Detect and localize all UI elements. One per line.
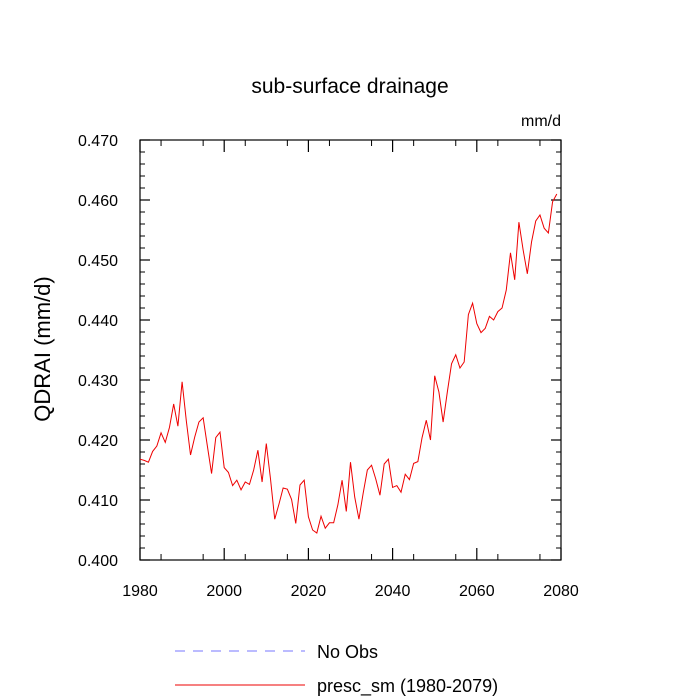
chart-title: sub-surface drainage (251, 75, 448, 98)
x-tick-label: 1980 (122, 583, 158, 600)
x-tick-label: 2020 (291, 583, 327, 600)
x-tick-label: 2000 (206, 583, 242, 600)
y-tick-label: 0.460 (78, 193, 118, 210)
legend-label-no-obs: No Obs (317, 642, 378, 662)
x-tick-label: 2060 (459, 583, 495, 600)
y-tick-label: 0.450 (78, 253, 118, 270)
plot-area: 1980 2000 2020 2040 2060 2080 0.400 0.410 0.420 0… (78, 133, 579, 600)
legend: No Obs presc_sm (1980-2079) (175, 642, 498, 697)
y-tick-label: 0.470 (78, 133, 118, 150)
y-tick-label: 0.430 (78, 373, 118, 390)
y-axis-label: QDRAI (mm/d) (30, 276, 55, 421)
x-tick-label: 2040 (375, 583, 411, 600)
y-tick-label: 0.440 (78, 313, 118, 330)
units-label: mm/d (521, 113, 561, 130)
y-tick-label: 0.410 (78, 493, 118, 510)
legend-label-presc-sm: presc_sm (1980-2079) (317, 676, 498, 697)
x-tick-label: 2080 (543, 583, 579, 600)
plot-frame (139, 139, 562, 561)
y-tick-label: 0.420 (78, 433, 118, 450)
series-line-presc-sm (139, 193, 558, 534)
y-tick-label: 0.400 (78, 553, 118, 570)
